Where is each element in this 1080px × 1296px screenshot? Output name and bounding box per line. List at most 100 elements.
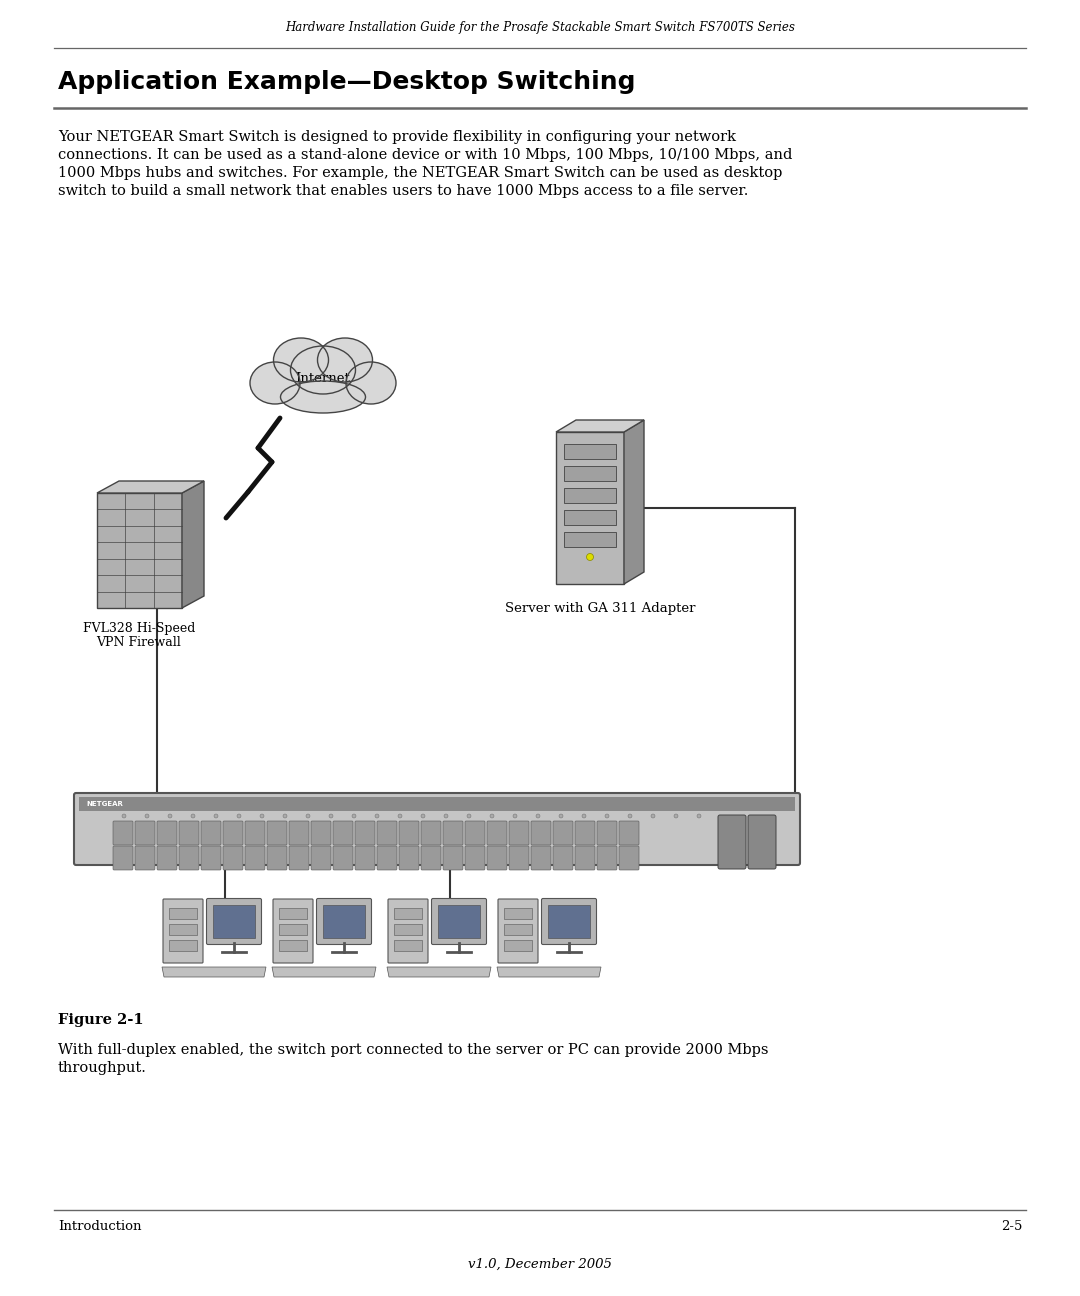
Text: Figure 2-1: Figure 2-1: [58, 1013, 144, 1026]
FancyBboxPatch shape: [718, 815, 746, 870]
Circle shape: [122, 814, 126, 818]
Polygon shape: [279, 924, 307, 934]
FancyBboxPatch shape: [355, 820, 375, 845]
FancyBboxPatch shape: [531, 846, 551, 870]
FancyBboxPatch shape: [179, 820, 199, 845]
Polygon shape: [564, 489, 616, 503]
Text: switch to build a small network that enables users to have 1000 Mbps access to a: switch to build a small network that ena…: [58, 184, 748, 198]
Polygon shape: [279, 940, 307, 951]
FancyBboxPatch shape: [113, 820, 133, 845]
FancyBboxPatch shape: [311, 820, 330, 845]
Polygon shape: [564, 511, 616, 525]
Circle shape: [352, 814, 356, 818]
Text: connections. It can be used as a stand-alone device or with 10 Mbps, 100 Mbps, 1: connections. It can be used as a stand-a…: [58, 148, 793, 162]
Ellipse shape: [273, 338, 328, 382]
Circle shape: [582, 814, 586, 818]
FancyBboxPatch shape: [355, 846, 375, 870]
Polygon shape: [323, 905, 365, 938]
Ellipse shape: [318, 338, 373, 382]
Polygon shape: [162, 967, 266, 977]
Circle shape: [674, 814, 678, 818]
Circle shape: [191, 814, 195, 818]
Circle shape: [306, 814, 310, 818]
Polygon shape: [556, 432, 624, 584]
FancyBboxPatch shape: [619, 820, 639, 845]
Polygon shape: [97, 481, 204, 492]
FancyBboxPatch shape: [487, 846, 507, 870]
Circle shape: [421, 814, 426, 818]
Polygon shape: [556, 420, 644, 432]
Circle shape: [399, 814, 402, 818]
Polygon shape: [504, 908, 532, 919]
Polygon shape: [504, 924, 532, 934]
Ellipse shape: [278, 353, 368, 407]
Circle shape: [559, 814, 563, 818]
Text: 1000 Mbps hubs and switches. For example, the NETGEAR Smart Switch can be used a: 1000 Mbps hubs and switches. For example…: [58, 166, 782, 180]
FancyBboxPatch shape: [206, 898, 261, 945]
FancyBboxPatch shape: [748, 815, 777, 870]
FancyBboxPatch shape: [222, 846, 243, 870]
FancyBboxPatch shape: [432, 898, 486, 945]
Text: Internet: Internet: [296, 372, 350, 385]
Circle shape: [627, 814, 632, 818]
FancyBboxPatch shape: [316, 898, 372, 945]
FancyBboxPatch shape: [465, 846, 485, 870]
FancyBboxPatch shape: [553, 846, 573, 870]
FancyBboxPatch shape: [388, 899, 428, 963]
Polygon shape: [213, 905, 255, 938]
FancyBboxPatch shape: [333, 846, 353, 870]
FancyBboxPatch shape: [597, 846, 617, 870]
FancyBboxPatch shape: [399, 846, 419, 870]
FancyBboxPatch shape: [421, 820, 441, 845]
Polygon shape: [97, 492, 183, 608]
FancyBboxPatch shape: [135, 820, 156, 845]
FancyBboxPatch shape: [157, 820, 177, 845]
FancyBboxPatch shape: [377, 846, 397, 870]
Text: Application Example—Desktop Switching: Application Example—Desktop Switching: [58, 70, 635, 95]
FancyBboxPatch shape: [399, 820, 419, 845]
Circle shape: [467, 814, 471, 818]
Polygon shape: [497, 967, 600, 977]
FancyBboxPatch shape: [541, 898, 596, 945]
Polygon shape: [279, 908, 307, 919]
Text: NETGEAR: NETGEAR: [86, 801, 123, 807]
Ellipse shape: [281, 381, 365, 413]
FancyBboxPatch shape: [245, 820, 265, 845]
FancyBboxPatch shape: [443, 846, 463, 870]
FancyBboxPatch shape: [135, 846, 156, 870]
Circle shape: [605, 814, 609, 818]
Circle shape: [375, 814, 379, 818]
Circle shape: [536, 814, 540, 818]
FancyBboxPatch shape: [377, 820, 397, 845]
Circle shape: [329, 814, 333, 818]
Circle shape: [513, 814, 517, 818]
Polygon shape: [624, 420, 644, 584]
FancyBboxPatch shape: [113, 846, 133, 870]
Polygon shape: [438, 905, 480, 938]
Text: VPN Firewall: VPN Firewall: [96, 636, 181, 649]
Text: Your NETGEAR Smart Switch is designed to provide flexibility in configuring your: Your NETGEAR Smart Switch is designed to…: [58, 130, 735, 144]
FancyBboxPatch shape: [443, 820, 463, 845]
Text: v1.0, December 2005: v1.0, December 2005: [468, 1258, 612, 1271]
Polygon shape: [272, 967, 376, 977]
Text: Server with GA 311 Adapter: Server with GA 311 Adapter: [504, 603, 696, 616]
Ellipse shape: [291, 346, 355, 394]
FancyBboxPatch shape: [267, 846, 287, 870]
Circle shape: [490, 814, 494, 818]
FancyBboxPatch shape: [289, 846, 309, 870]
FancyBboxPatch shape: [201, 820, 221, 845]
Circle shape: [237, 814, 241, 818]
Polygon shape: [168, 908, 197, 919]
Polygon shape: [394, 940, 422, 951]
Text: 2-5: 2-5: [1001, 1220, 1022, 1232]
FancyBboxPatch shape: [487, 820, 507, 845]
FancyBboxPatch shape: [575, 846, 595, 870]
Polygon shape: [79, 797, 795, 811]
Circle shape: [444, 814, 448, 818]
FancyBboxPatch shape: [222, 820, 243, 845]
Circle shape: [651, 814, 654, 818]
Polygon shape: [564, 445, 616, 459]
FancyBboxPatch shape: [509, 846, 529, 870]
Polygon shape: [183, 481, 204, 608]
Polygon shape: [168, 940, 197, 951]
